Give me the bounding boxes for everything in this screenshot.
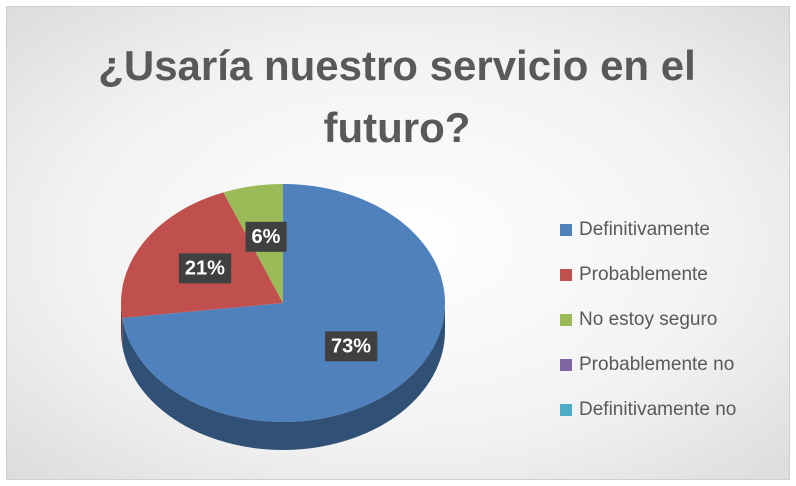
data-label-box bbox=[178, 253, 232, 284]
chart-title: ¿Usaría nuestro servicio en el futuro? bbox=[98, 42, 696, 151]
data-label: 21% bbox=[178, 253, 232, 284]
legend-swatch bbox=[560, 404, 572, 416]
data-label: 6% bbox=[245, 221, 287, 252]
data-label: 73% bbox=[325, 331, 378, 362]
chart-area: ¿Usaría nuestro servicio en el futuro? 7… bbox=[6, 6, 790, 480]
legend-label: Definitivamente bbox=[579, 219, 710, 240]
data-label-text: 73% bbox=[331, 335, 371, 357]
slice-side bbox=[122, 303, 446, 450]
legend-label: Probablemente bbox=[579, 264, 708, 285]
slice bbox=[122, 184, 446, 423]
legend-label: No estoy seguro bbox=[579, 309, 717, 330]
chart: 73% 21% 6% Definitivamente Probablemente No e… bbox=[121, 184, 736, 450]
legend-swatch bbox=[560, 224, 572, 236]
data-label-text: 21% bbox=[185, 257, 225, 279]
legend-label: Probablemente no bbox=[579, 354, 734, 375]
data-label-text: 6% bbox=[252, 226, 281, 248]
data-label-box bbox=[325, 331, 378, 362]
legend-label: Definitivamente no bbox=[579, 399, 736, 420]
legend-swatch bbox=[560, 359, 572, 371]
data-label-box bbox=[245, 221, 287, 252]
legend-swatch bbox=[560, 269, 572, 281]
legend-swatch bbox=[560, 314, 572, 326]
slice-side bbox=[121, 303, 123, 346]
